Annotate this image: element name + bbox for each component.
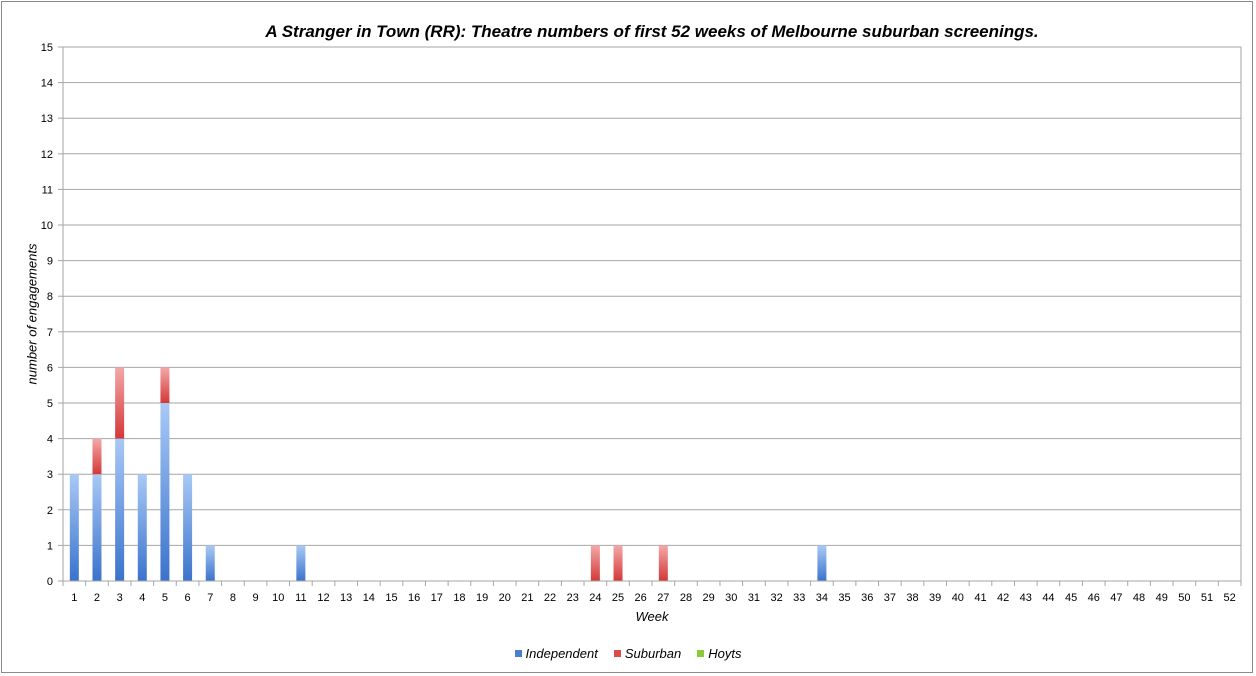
- bar-independent-week-6: [183, 474, 193, 581]
- x-tick-label: 9: [252, 592, 258, 604]
- x-tick-label: 50: [1178, 592, 1190, 604]
- y-tick-label: 14: [41, 78, 53, 90]
- chart-title: A Stranger in Town (RR): Theatre numbers…: [265, 22, 1039, 41]
- y-tick-label: 5: [47, 398, 53, 410]
- bar-independent-week-34: [817, 545, 827, 581]
- x-tick-label: 47: [1110, 592, 1122, 604]
- x-tick-label: 25: [612, 592, 624, 604]
- bar-suburban-week-5: [160, 367, 170, 403]
- x-tick-label: 40: [952, 592, 964, 604]
- y-tick-label: 13: [41, 113, 53, 125]
- legend-item-independent: Independent: [514, 646, 598, 661]
- legend-label: Hoyts: [708, 646, 742, 661]
- bar-suburban-week-3: [115, 367, 125, 439]
- x-tick-label: 36: [861, 592, 873, 604]
- x-tick-label: 24: [589, 592, 601, 604]
- bar-suburban-week-24: [590, 545, 600, 581]
- y-axis-label: number of engagements: [24, 243, 40, 385]
- x-tick-label: 31: [748, 592, 760, 604]
- bar-independent-week-2: [92, 474, 102, 581]
- y-tick-label: 12: [41, 149, 53, 161]
- x-tick-label: 19: [476, 592, 488, 604]
- x-tick-label: 27: [657, 592, 669, 604]
- x-tick-label: 3: [117, 592, 123, 604]
- x-tick-label: 35: [838, 592, 850, 604]
- x-tick-label: 23: [567, 592, 579, 604]
- y-tick-label: 9: [47, 256, 53, 268]
- y-tick-label: 2: [47, 505, 53, 517]
- x-tick-label: 2: [94, 592, 100, 604]
- x-tick-label: 33: [793, 592, 805, 604]
- y-tick-label: 0: [47, 576, 53, 588]
- x-tick-label: 17: [431, 592, 443, 604]
- legend-swatch: [613, 650, 621, 657]
- x-tick-label: 32: [770, 592, 782, 604]
- y-tick-label: 4: [47, 434, 53, 446]
- x-tick-label: 52: [1224, 592, 1236, 604]
- y-tick-label: 10: [41, 220, 53, 232]
- x-tick-label: 48: [1133, 592, 1145, 604]
- x-tick-label: 13: [340, 592, 352, 604]
- x-tick-label: 4: [139, 592, 145, 604]
- y-tick-label: 8: [47, 291, 53, 303]
- bar-independent-week-11: [296, 545, 306, 581]
- x-tick-label: 39: [929, 592, 941, 604]
- bar-independent-week-3: [115, 438, 125, 581]
- bar-suburban-week-25: [613, 545, 623, 581]
- legend-swatch: [514, 650, 522, 657]
- x-tick-label: 14: [363, 592, 375, 604]
- x-tick-label: 15: [385, 592, 397, 604]
- x-tick-label: 29: [703, 592, 715, 604]
- x-tick-label: 5: [162, 592, 168, 604]
- x-tick-label: 16: [408, 592, 420, 604]
- bar-suburban-week-2: [92, 438, 102, 475]
- y-tick-label: 3: [47, 469, 53, 481]
- x-tick-label: 49: [1156, 592, 1168, 604]
- x-tick-label: 46: [1088, 592, 1100, 604]
- x-tick-label: 45: [1065, 592, 1077, 604]
- x-tick-label: 38: [906, 592, 918, 604]
- y-tick-label: 1: [47, 540, 53, 552]
- x-tick-label: 8: [230, 592, 236, 604]
- x-tick-label: 20: [499, 592, 511, 604]
- y-tick-label: 7: [47, 327, 53, 339]
- bar-independent-week-4: [137, 474, 147, 581]
- bar-suburban-week-27: [658, 545, 668, 581]
- x-tick-label: 43: [1020, 592, 1032, 604]
- x-tick-label: 22: [544, 592, 556, 604]
- legend-label: Suburban: [624, 646, 682, 661]
- x-tick-label: 37: [884, 592, 896, 604]
- x-tick-label: 51: [1201, 592, 1213, 604]
- y-tick-label: 6: [47, 362, 53, 374]
- x-tick-label: 11: [295, 592, 306, 604]
- legend-item-suburban: Suburban: [613, 646, 682, 661]
- x-tick-label: 6: [185, 592, 191, 604]
- legend-swatch: [697, 650, 705, 657]
- bar-independent-week-5: [160, 403, 170, 581]
- x-tick-label: 21: [521, 592, 533, 604]
- x-tick-label: 7: [207, 592, 213, 604]
- x-tick-label: 34: [816, 592, 828, 604]
- bar-independent-week-7: [205, 545, 215, 581]
- x-tick-label: 1: [71, 592, 77, 604]
- y-tick-label: 11: [42, 184, 53, 196]
- legend-item-hoyts: Hoyts: [697, 646, 741, 661]
- x-axis-label: Week: [635, 609, 669, 624]
- x-tick-label: 10: [272, 592, 284, 604]
- x-tick-label: 42: [997, 592, 1009, 604]
- x-tick-label: 28: [680, 592, 692, 604]
- x-tick-label: 12: [317, 592, 329, 604]
- legend-label: Independent: [525, 646, 598, 661]
- legend: Independent Suburban Hoyts: [0, 646, 1256, 661]
- x-tick-label: 26: [635, 592, 647, 604]
- x-tick-label: 30: [725, 592, 737, 604]
- x-tick-label: 41: [974, 592, 986, 604]
- x-tick-label: 44: [1042, 592, 1054, 604]
- y-tick-label: 15: [41, 42, 53, 54]
- x-tick-label: 18: [453, 592, 465, 604]
- bar-independent-week-1: [69, 474, 79, 581]
